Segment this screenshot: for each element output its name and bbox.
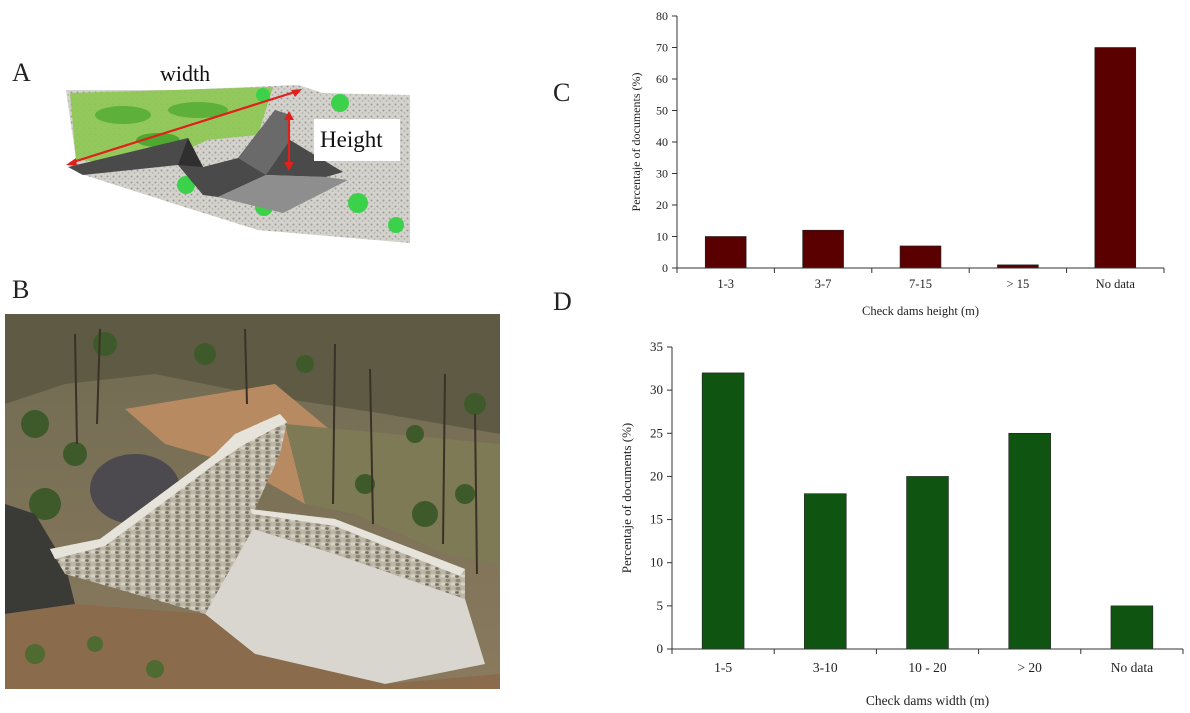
wing-wall-crest	[250, 509, 465, 576]
y-tick-label: 60	[656, 72, 668, 86]
check-dam-photo	[5, 314, 500, 689]
y-tick-label: 0	[662, 261, 668, 275]
bar	[701, 372, 745, 650]
bar	[804, 493, 847, 650]
bar	[906, 476, 949, 650]
dam-crest	[50, 414, 287, 559]
right-slope	[285, 424, 500, 564]
y-tick-label: 10	[650, 555, 663, 570]
y-axis-label: Percentaje of documents (%)	[619, 423, 634, 574]
dam-wall-shadow	[178, 138, 203, 167]
height-arrow-head	[284, 162, 294, 171]
burnt-trees	[74, 328, 478, 575]
shrub	[348, 193, 368, 213]
panel-label-c: C	[553, 78, 571, 107]
bar	[802, 229, 844, 269]
x-tick-labels: 1-3 3-7 7-15 > 15 No data	[676, 268, 1165, 291]
x-tick-label: > 20	[1017, 660, 1042, 675]
dam-wall-face	[238, 110, 290, 175]
y-axis-ticks: 0 5 10 15 20 25 30 35	[650, 339, 672, 656]
bar	[1008, 432, 1051, 650]
chart-d: 0 5 10 15 20 25 30 35 1-5 3-10 10 - 20 > 20 No data…	[619, 339, 1184, 708]
wing-wall	[250, 509, 465, 599]
width-arrow	[69, 89, 299, 165]
foreground-soil	[5, 604, 500, 689]
panel-label-d: D	[553, 287, 572, 316]
width-label: width	[160, 61, 210, 86]
bar	[1094, 47, 1137, 269]
x-tick-label: No data	[1096, 277, 1136, 291]
x-axis-label: Check dams height (m)	[862, 304, 979, 318]
x-tick-label: > 15	[1007, 277, 1030, 291]
shrub	[388, 217, 404, 233]
bar	[704, 236, 747, 269]
x-tick-label: 1-5	[714, 660, 732, 675]
y-tick-label: 35	[650, 339, 663, 354]
y-tick-label: 80	[656, 9, 668, 23]
x-tick-label: No data	[1111, 660, 1153, 675]
dam-wall	[50, 414, 287, 614]
y-tick-label: 50	[656, 104, 668, 118]
y-tick-label: 30	[650, 382, 663, 397]
bar	[1110, 605, 1154, 650]
bars	[704, 47, 1137, 269]
panel-label-a: A	[12, 58, 31, 87]
x-tick-label: 10 - 20	[908, 660, 946, 675]
y-tick-label: 40	[656, 135, 668, 149]
shrub	[331, 94, 349, 112]
x-tick-labels: 1-5 3-10 10 - 20 > 20 No data	[671, 649, 1184, 675]
bars	[701, 372, 1154, 650]
width-arrow-head	[66, 158, 77, 166]
y-tick-label: 20	[650, 468, 663, 483]
shrub	[168, 102, 228, 118]
shrub	[95, 106, 151, 124]
y-axis-label: Percentaje of documents (%)	[629, 73, 643, 212]
bar	[899, 245, 942, 269]
x-tick-label: 1-3	[717, 277, 734, 291]
y-tick-label: 5	[657, 598, 664, 613]
x-axis-label: Check dams width (m)	[866, 693, 989, 708]
height-arrow-head	[284, 111, 294, 120]
y-tick-label: 25	[650, 425, 663, 440]
dam-apron	[205, 529, 485, 684]
dam-apron	[218, 175, 348, 213]
check-dam-diagram: width Height	[66, 61, 410, 243]
height-label-box	[314, 119, 400, 161]
rock	[5, 504, 75, 614]
y-tick-label: 20	[656, 198, 668, 212]
shrub	[177, 176, 195, 194]
upper-slope	[5, 314, 500, 434]
y-axis-ticks: 0 10 20 30 40 50 60 70 80	[656, 9, 677, 275]
x-tick-label: 7-15	[909, 277, 932, 291]
x-tick-label: 3-7	[815, 277, 832, 291]
y-tick-label: 30	[656, 167, 668, 181]
shrub	[256, 88, 270, 102]
height-label: Height	[320, 127, 383, 152]
panel-label-b: B	[12, 275, 30, 304]
y-tick-label: 0	[657, 641, 664, 656]
foreground-shrubs	[25, 636, 164, 678]
width-arrow-head	[291, 89, 302, 97]
y-tick-label: 10	[656, 230, 668, 244]
y-tick-label: 15	[650, 512, 663, 527]
x-tick-label: 3-10	[813, 660, 838, 675]
y-tick-label: 70	[656, 41, 668, 55]
